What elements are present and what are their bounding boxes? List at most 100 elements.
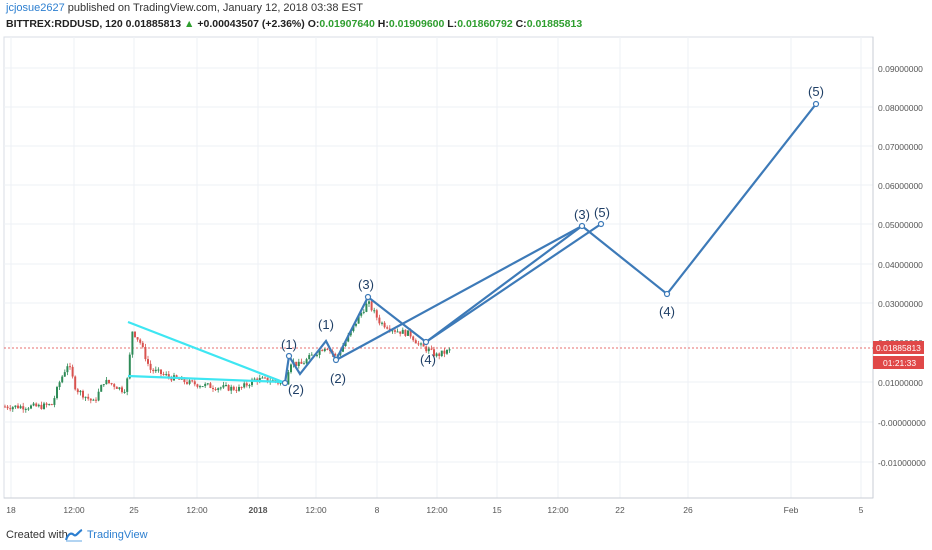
wave-anchor[interactable] xyxy=(332,356,340,364)
candle-body xyxy=(191,380,194,382)
symbol-info-line: BITTREX:RDDUSD, 120 0.01885813 ▲ +0.0004… xyxy=(6,18,582,30)
candle-body xyxy=(209,383,212,388)
candle-body xyxy=(321,350,324,352)
wave-label: (2) xyxy=(330,371,346,386)
candle-body xyxy=(258,377,261,382)
candle-body xyxy=(97,391,100,401)
candle-body xyxy=(19,406,22,409)
candle-body xyxy=(61,376,64,383)
x-tick-label: 5 xyxy=(859,505,864,515)
candle-body xyxy=(69,366,71,368)
y-tick-label: -0.01000000 xyxy=(878,458,926,468)
candle-body xyxy=(334,353,337,356)
wave-anchor[interactable] xyxy=(364,293,372,301)
candle-body xyxy=(232,386,235,390)
wave-anchor[interactable] xyxy=(285,352,293,360)
wave-anchor[interactable] xyxy=(812,100,820,108)
x-tick-label: 25 xyxy=(129,505,139,515)
candle-body xyxy=(399,331,402,334)
tradingview-link[interactable]: TradingView xyxy=(87,529,148,541)
candle-body xyxy=(43,403,45,409)
candle-body xyxy=(248,385,251,387)
candle-body xyxy=(227,385,230,391)
wave-anchor[interactable] xyxy=(422,338,430,346)
candle-body xyxy=(417,343,420,345)
candle-body xyxy=(326,348,329,350)
wave-path-branch-a[interactable] xyxy=(335,225,583,361)
candle-body xyxy=(126,378,129,392)
candle-body xyxy=(435,353,438,357)
high-value: 0.01909600 xyxy=(388,18,445,30)
close-label: C: xyxy=(515,18,527,30)
time-axis[interactable]: 18 12:00 25 12:00 2018 12:00 8 12:00 15 … xyxy=(6,505,863,515)
candle-body xyxy=(443,350,446,354)
candle-body xyxy=(160,369,162,375)
candle-body xyxy=(404,329,407,336)
candle-body xyxy=(433,349,435,357)
wave-anchor[interactable] xyxy=(597,220,605,228)
candle-body xyxy=(45,403,48,405)
current-price-value: 0.01885813 xyxy=(876,343,921,353)
candle-body xyxy=(115,386,118,389)
candle-body xyxy=(121,387,123,393)
x-tick-label: 22 xyxy=(615,505,625,515)
candle-body xyxy=(448,349,451,351)
up-arrow-icon: ▲ xyxy=(184,18,195,30)
candle-body xyxy=(139,339,142,343)
candle-body xyxy=(287,372,290,385)
candle-body xyxy=(22,406,25,410)
candle-body xyxy=(219,387,222,389)
candle-body xyxy=(79,390,82,393)
grid-lines xyxy=(4,37,873,498)
x-tick-label: 15 xyxy=(492,505,502,515)
candle-body xyxy=(89,398,92,401)
wave-path-main[interactable] xyxy=(283,103,817,384)
candle-body xyxy=(118,387,121,389)
pennant-upper-line[interactable] xyxy=(127,320,284,384)
candle-body xyxy=(318,350,321,355)
candle-body xyxy=(102,384,105,386)
candle-body xyxy=(225,385,227,387)
wave-label: (3) xyxy=(358,277,374,292)
candle-body xyxy=(440,350,443,357)
author-link[interactable]: jcjosue2627 xyxy=(6,2,65,14)
candle-body xyxy=(344,341,347,347)
price-axis[interactable]: 0.09000000 0.08000000 0.07000000 0.06000… xyxy=(878,64,926,468)
candle-body xyxy=(123,391,126,393)
pennant-drawing[interactable] xyxy=(127,320,284,384)
plot-area[interactable] xyxy=(3,36,874,499)
candle-body xyxy=(95,399,97,401)
candle-body xyxy=(17,405,19,409)
pennant-lower-line[interactable] xyxy=(127,374,284,384)
candle-body xyxy=(279,382,282,384)
symbol-name[interactable]: BITTREX:RDDUSD, 120 xyxy=(6,18,123,30)
tradingview-logo-icon[interactable] xyxy=(64,528,83,547)
candle-body xyxy=(316,354,318,356)
wave-anchor[interactable] xyxy=(578,222,586,230)
candle-body xyxy=(6,406,9,409)
candle-body xyxy=(305,359,308,364)
candle-body xyxy=(58,382,61,388)
wave-path-branch-b[interactable] xyxy=(425,223,602,343)
countdown-tag: 01:21:33 xyxy=(873,356,924,369)
candle-body xyxy=(323,348,326,352)
candle-body xyxy=(261,377,264,379)
candle-body xyxy=(186,382,188,384)
candle-body xyxy=(295,361,298,366)
candle-body xyxy=(240,387,243,389)
candle-body xyxy=(14,405,17,408)
price-chart[interactable]: 0.09000000 0.08000000 0.07000000 0.06000… xyxy=(0,0,932,524)
candle-body xyxy=(9,408,12,410)
candle-body xyxy=(297,361,300,366)
candle-body xyxy=(199,386,201,388)
wave-anchor[interactable] xyxy=(663,290,671,298)
publish-line: jcjosue2627 published on TradingView.com… xyxy=(6,2,363,14)
wave-label: (3) xyxy=(574,207,590,222)
y-tick-label: 0.03000000 xyxy=(878,299,923,309)
y-tick-label: 0.09000000 xyxy=(878,64,923,74)
candle-body xyxy=(290,364,292,373)
candle-body xyxy=(427,348,430,352)
elliott-wave-drawing[interactable]: (1) (2) (1) (2) (3) (4) (3) (5) (4) (5) xyxy=(281,84,824,397)
x-tick-label: 12:00 xyxy=(426,505,448,515)
wave-anchor[interactable] xyxy=(281,379,289,387)
